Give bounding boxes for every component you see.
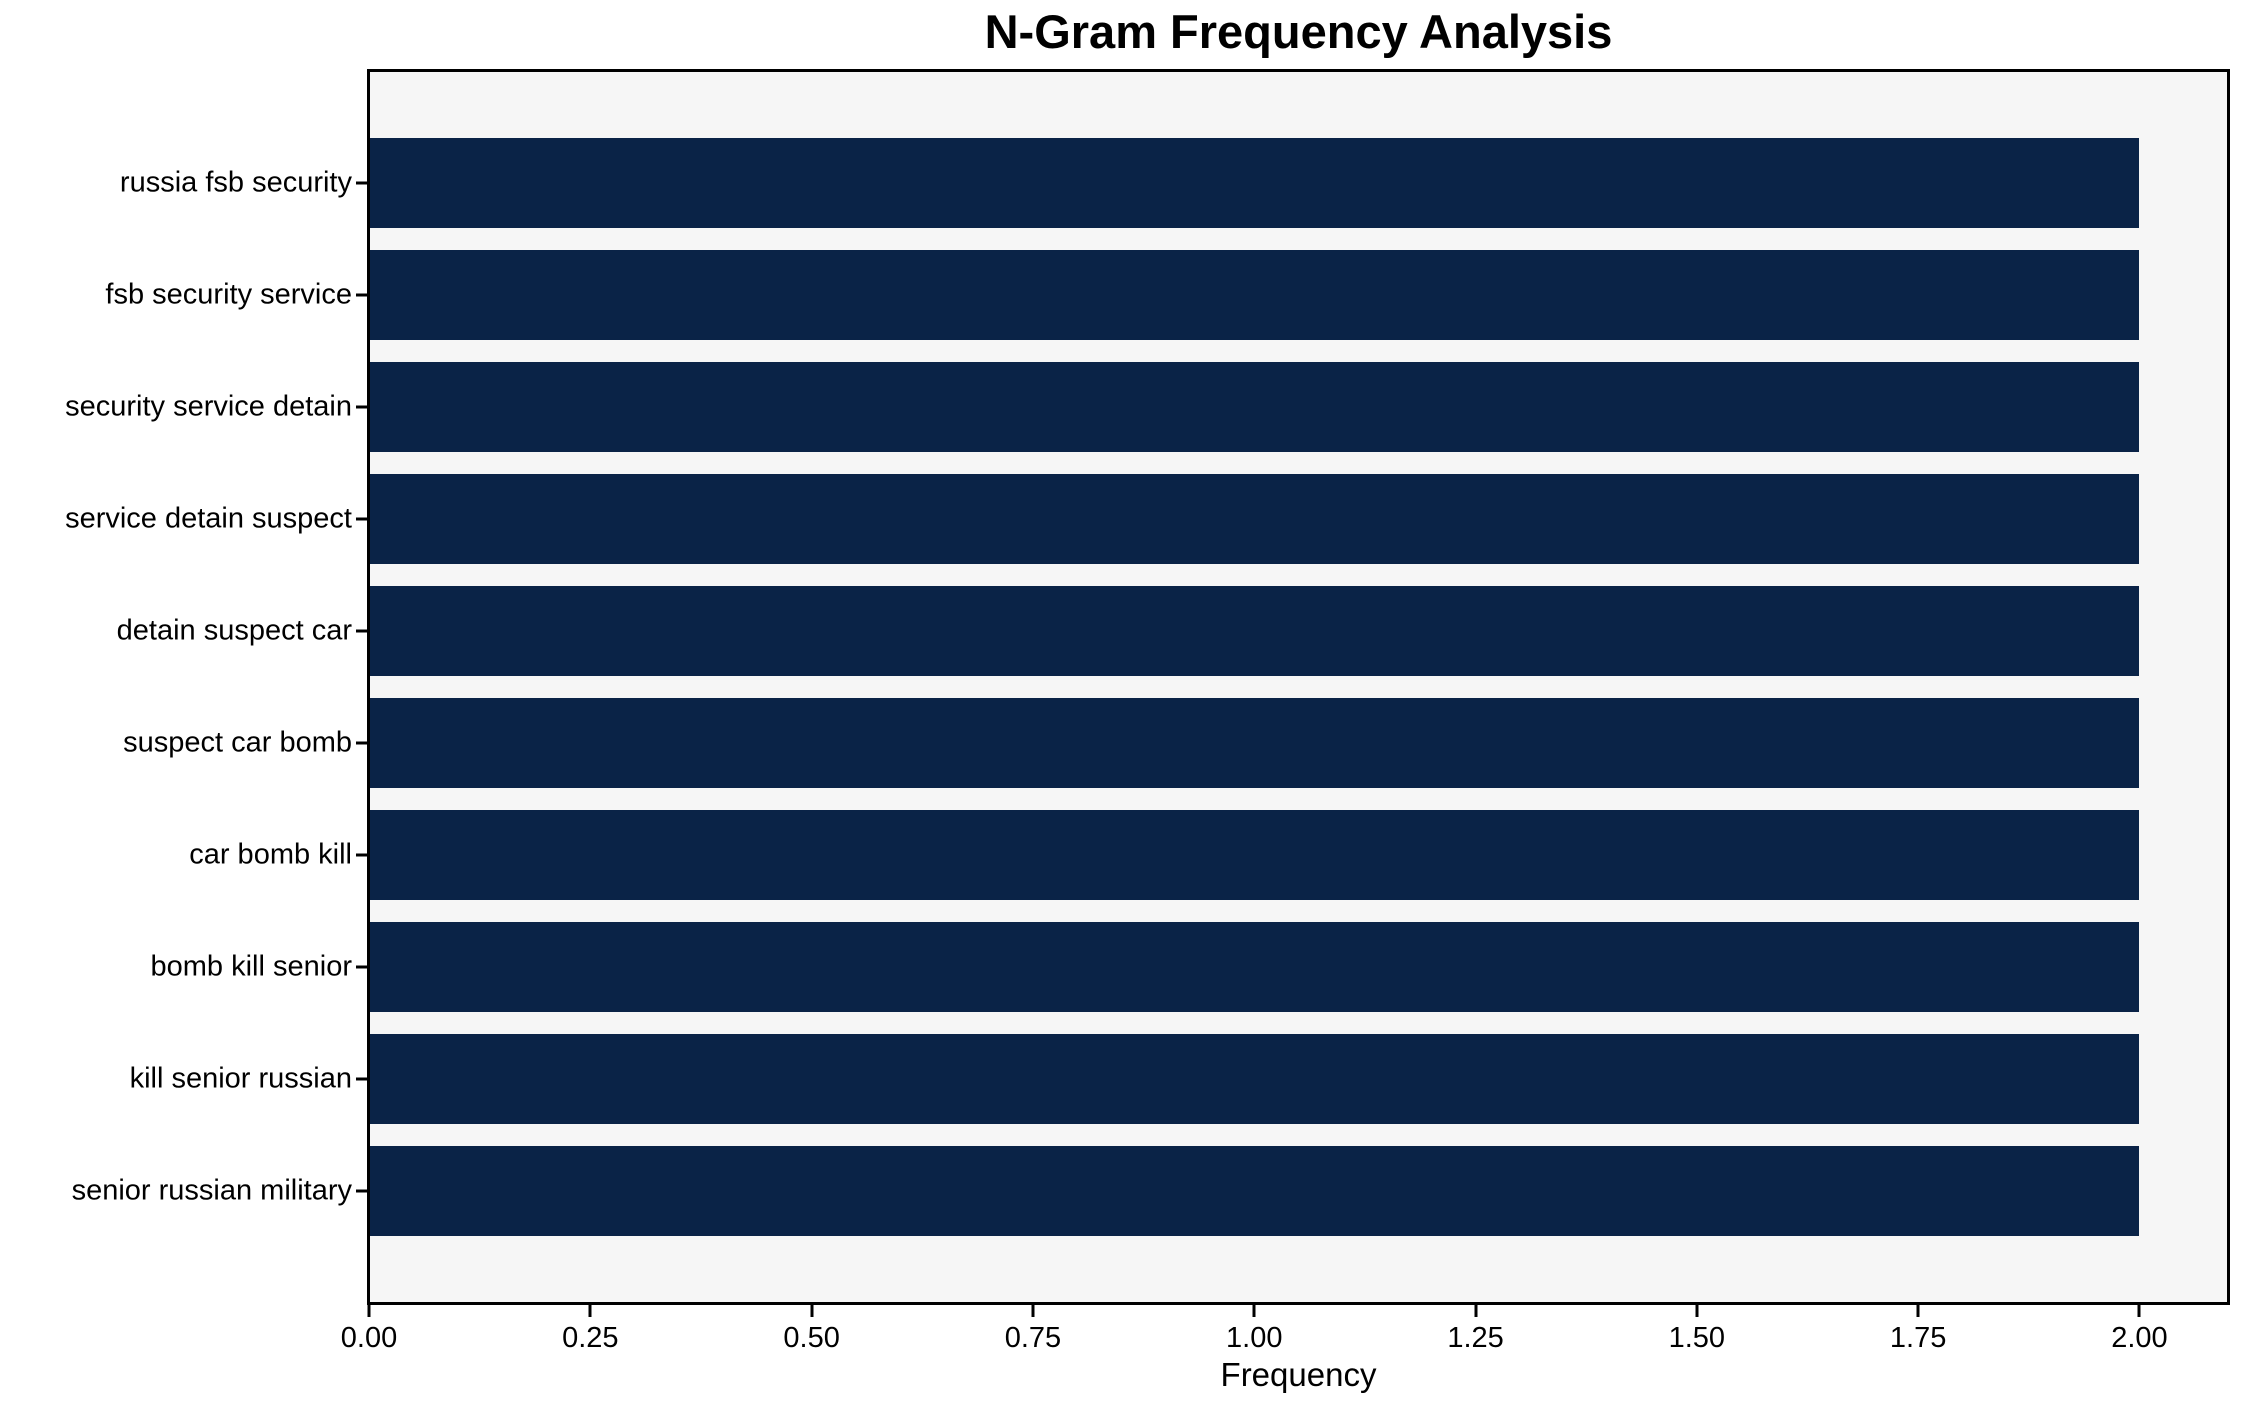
x-tick-label: 1.75 — [1889, 1322, 1947, 1354]
bar-row — [370, 127, 2227, 239]
x-tick-label: 1.50 — [1668, 1322, 1726, 1354]
y-tick-label: detain suspect car — [116, 614, 352, 647]
y-tick-mark — [356, 853, 367, 857]
y-tick-mark — [356, 405, 367, 409]
bar-row — [370, 1023, 2227, 1135]
bar-suspect-car-bomb — [370, 698, 2139, 788]
bar-car-bomb-kill — [370, 810, 2139, 900]
y-tick-label: car bomb kill — [189, 838, 352, 871]
y-tick-mark — [356, 1077, 367, 1081]
x-tick-label: 2.00 — [2111, 1322, 2168, 1354]
y-tick-mark — [356, 517, 367, 521]
x-tick-label: 0.25 — [562, 1322, 619, 1354]
bar-row — [370, 687, 2227, 799]
x-tick-mark — [1031, 1305, 1035, 1317]
x-tick-label: 1.25 — [1447, 1322, 1504, 1354]
plot-area — [367, 69, 2230, 1305]
x-tick-mark — [588, 1305, 592, 1317]
x-tick-mark — [1916, 1305, 1920, 1317]
x-tick-mark — [1474, 1305, 1478, 1317]
bar-security-service-detain — [370, 362, 2139, 452]
bar-row — [370, 1135, 2227, 1247]
bars-container — [370, 72, 2227, 1302]
y-tick-label: russia fsb security — [119, 166, 352, 199]
bar-row — [370, 911, 2227, 1023]
x-tick-mark — [2137, 1305, 2141, 1317]
x-axis-label: Frequency — [1220, 1356, 1377, 1393]
y-tick-mark — [356, 181, 367, 185]
x-tick-mark — [367, 1305, 371, 1317]
y-tick-label: kill senior russian — [129, 1062, 352, 1095]
x-tick-label: 0.75 — [1004, 1322, 1062, 1354]
y-tick-label: fsb security service — [105, 278, 352, 311]
y-tick-mark — [356, 629, 367, 633]
x-tick-mark — [1252, 1305, 1256, 1317]
y-tick-label: senior russian military — [71, 1174, 352, 1207]
bar-row — [370, 351, 2227, 463]
y-tick-label: suspect car bomb — [123, 726, 352, 759]
chart-title: N-Gram Frequency Analysis — [984, 5, 1613, 58]
y-tick-mark — [356, 965, 367, 969]
y-tick-mark — [356, 1189, 367, 1193]
x-tick-label: 0.50 — [783, 1322, 840, 1354]
bar-row — [370, 463, 2227, 575]
bar-russia-fsb-security — [370, 138, 2139, 228]
bar-detain-suspect-car — [370, 586, 2139, 676]
x-tick-label: 0.00 — [340, 1322, 398, 1354]
bar-senior-russian-military — [370, 1146, 2139, 1236]
bar-kill-senior-russian — [370, 1034, 2139, 1124]
bar-row — [370, 799, 2227, 911]
bar-row — [370, 575, 2227, 687]
x-tick-label: 1.00 — [1226, 1322, 1283, 1354]
bar-fsb-security-service — [370, 250, 2139, 340]
y-tick-mark — [356, 741, 367, 745]
y-tick-label: security service detain — [65, 390, 352, 423]
y-tick-mark — [356, 293, 367, 297]
bar-bomb-kill-senior — [370, 922, 2139, 1012]
y-tick-label: service detain suspect — [65, 502, 352, 535]
y-tick-label: bomb kill senior — [150, 950, 352, 983]
bar-service-detain-suspect — [370, 474, 2139, 564]
x-tick-mark — [1695, 1305, 1699, 1317]
x-tick-mark — [810, 1305, 814, 1317]
bar-row — [370, 239, 2227, 351]
